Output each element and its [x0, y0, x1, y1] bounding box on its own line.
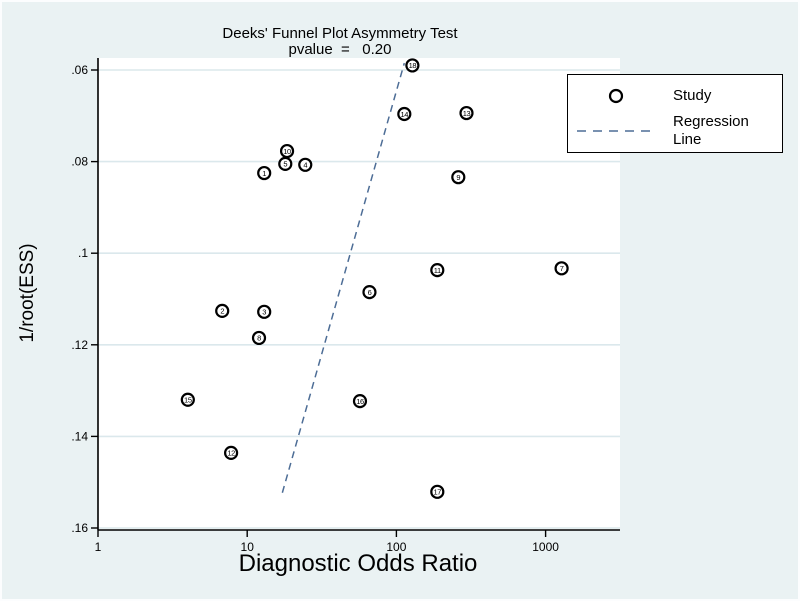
study-marker — [257, 165, 272, 181]
study-marker-icon — [568, 86, 663, 106]
study-marker-number: 5 — [283, 160, 287, 169]
y-tick-label: .1 — [78, 246, 88, 260]
study-marker-number: 11 — [434, 266, 441, 275]
study-marker — [180, 392, 195, 407]
study-marker — [459, 105, 474, 121]
study-marker — [251, 330, 267, 346]
study-marker — [279, 143, 295, 159]
legend-entry-regression: Regression Line — [568, 112, 782, 150]
study-marker-number: 18 — [409, 61, 417, 70]
study-marker-number: 2 — [220, 307, 224, 316]
chart-title: Deeks' Funnel Plot Asymmetry Test — [222, 25, 458, 42]
study-marker — [224, 445, 239, 460]
study-marker-number: 9 — [456, 173, 460, 182]
study-marker — [405, 58, 420, 73]
x-tick-label: 10 — [241, 540, 255, 554]
study-marker — [451, 170, 466, 185]
y-tick-label: .06 — [71, 63, 88, 77]
x-tick-label: 100 — [386, 540, 406, 554]
study-marker-number: 10 — [283, 147, 291, 156]
study-marker — [352, 394, 368, 409]
study-marker-number: 12 — [227, 449, 235, 458]
y-tick-label: .14 — [71, 429, 88, 443]
chart-title-block: Deeks' Funnel Plot Asymmetry Test pvalue… — [120, 26, 560, 58]
y-tick-label: .16 — [71, 521, 88, 535]
study-marker-number: 6 — [368, 288, 372, 297]
legend-entry-study: Study — [568, 80, 782, 112]
study-marker-number: 15 — [184, 396, 192, 405]
x-tick-label: 1000 — [532, 540, 559, 554]
study-marker-number: 13 — [463, 109, 471, 118]
study-marker-number: 16 — [356, 397, 364, 406]
chart-pvalue-text: pvalue = 0.20 — [288, 41, 392, 58]
legend-regression-label: Regression Line — [673, 113, 749, 148]
regression-line — [281, 62, 406, 493]
study-marker-number: 8 — [257, 334, 261, 343]
study-marker — [298, 157, 313, 172]
x-axis-title: Diagnostic Odds Ratio — [238, 550, 478, 577]
study-marker — [430, 263, 445, 278]
legend-study-label: Study — [673, 87, 712, 104]
study-marker-number: 3 — [262, 308, 266, 317]
y-tick-label: .08 — [71, 155, 88, 169]
study-marker-number: 4 — [303, 161, 307, 170]
study-marker-number: 17 — [434, 488, 442, 497]
x-tick-label: 1 — [95, 540, 102, 554]
study-marker — [362, 285, 377, 300]
legend: Study Regression Line — [567, 74, 783, 153]
y-tick-label: .12 — [71, 338, 88, 352]
study-marker — [215, 303, 230, 319]
plot-area-background — [98, 58, 620, 530]
study-marker-number: 1 — [262, 169, 266, 178]
study-marker — [554, 261, 569, 276]
study-marker — [430, 484, 445, 499]
study-marker-number: 14 — [401, 110, 409, 119]
regression-line-icon — [568, 126, 663, 136]
study-marker-number: 7 — [560, 264, 564, 273]
study-marker — [257, 304, 272, 319]
study-marker — [397, 106, 412, 122]
